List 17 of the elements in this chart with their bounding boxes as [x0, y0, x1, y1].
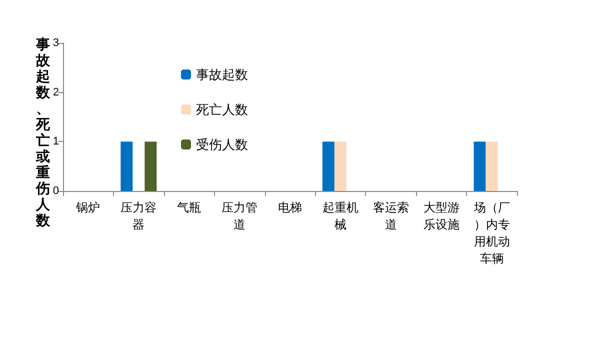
legend-label: 死亡人数 [196, 102, 248, 117]
y-tick-label: 2 [52, 86, 59, 98]
x-tick-label: 压力管道 [222, 200, 258, 232]
x-tick-label: 场（厂）内专用机动车辆 [472, 200, 510, 266]
x-tick-label: 客运索道 [372, 200, 409, 232]
x-tick-label: 压力容器 [120, 200, 157, 232]
x-tick-label: 气瓶 [177, 200, 202, 214]
text: 事故起数、死亡或重伤人数 [36, 36, 50, 228]
x-tick-label: 电梯 [278, 200, 302, 214]
x-tick-label: 锅炉 [75, 200, 100, 214]
x-tick-label: 大型游乐设施 [423, 200, 460, 232]
y-tick-label: 1 [52, 136, 59, 148]
x-tick-label: 起重机械 [322, 200, 358, 232]
y-tick-label: 0 [52, 185, 59, 197]
legend-label: 受伤人数 [196, 137, 248, 152]
legend-label: 事故起数 [196, 67, 248, 82]
y-tick-label: 3 [52, 37, 59, 49]
